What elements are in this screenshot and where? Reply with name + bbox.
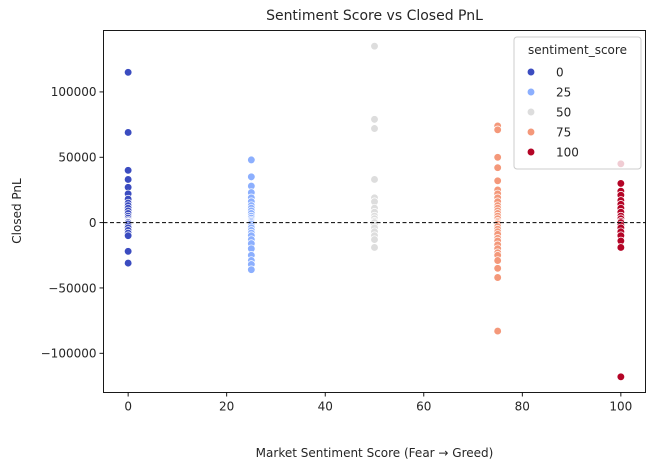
data-point-75-4 <box>493 176 502 185</box>
legend-title: sentiment_score <box>528 43 627 57</box>
data-point-75-28 <box>493 256 502 265</box>
legend-label-100: 100 <box>556 146 579 160</box>
data-point-0-3 <box>123 175 133 184</box>
legend-marker-100 <box>526 147 536 157</box>
data-point-50-17 <box>370 243 379 252</box>
legend-label-50: 50 <box>556 106 571 120</box>
x-tick-label-60: 60 <box>416 400 431 414</box>
legend-marker-25 <box>526 87 536 97</box>
x-axis-label: Market Sentiment Score (Fear → Greed) <box>256 446 494 460</box>
legend: sentiment_score 0 25 50 75 100 <box>513 36 642 170</box>
legend-label-75: 75 <box>556 126 571 140</box>
data-point-0-0 <box>123 68 133 77</box>
x-tick-label-100: 100 <box>609 400 632 414</box>
data-point-75-1 <box>493 125 502 134</box>
data-point-75-3 <box>493 163 502 172</box>
data-point-100-18 <box>616 372 626 381</box>
data-point-0-24 <box>123 247 133 256</box>
data-point-50-16 <box>370 235 379 244</box>
legend-label-25: 25 <box>556 86 571 100</box>
plot-frame <box>103 30 646 393</box>
legend-marker-0 <box>526 67 536 77</box>
plot-points <box>123 42 626 381</box>
data-point-25-27 <box>247 265 256 274</box>
data-point-0-25 <box>123 258 133 268</box>
data-point-0-1 <box>123 128 133 137</box>
legend-box <box>513 36 642 170</box>
data-point-75-30 <box>493 273 502 282</box>
y-tick-label-0: 0 <box>89 216 97 230</box>
data-point-100-1 <box>616 179 626 188</box>
y-axis-label: Closed PnL <box>10 178 24 244</box>
data-point-50-1 <box>370 115 379 124</box>
data-point-75-2 <box>493 153 502 162</box>
y-tick-label-50000: 50000 <box>58 151 96 165</box>
data-point-100-17 <box>616 243 626 252</box>
data-point-25-1 <box>247 172 256 182</box>
x-tick-label-0: 0 <box>124 400 132 414</box>
x-tick-label-20: 20 <box>219 400 234 414</box>
chart-title: Sentiment Score vs Closed PnL <box>266 8 483 24</box>
legend-marker-50 <box>526 107 536 117</box>
data-point-0-2 <box>123 166 133 175</box>
x-axis-ticks: 0 20 40 60 80 100 <box>124 392 632 414</box>
data-point-75-31 <box>493 326 502 336</box>
data-point-50-2 <box>370 124 379 133</box>
data-point-0-23 <box>123 231 133 240</box>
legend-entries: 0 25 50 75 100 <box>526 66 579 160</box>
data-point-25-0 <box>247 155 256 165</box>
x-tick-label-40: 40 <box>318 400 333 414</box>
data-point-50-3 <box>370 175 379 184</box>
y-tick-label-100000: 100000 <box>51 85 97 99</box>
legend-marker-75 <box>526 127 536 137</box>
data-point-75-29 <box>493 264 502 273</box>
data-point-50-0 <box>370 42 379 51</box>
y-tick-label--100000: −100000 <box>41 347 97 361</box>
y-axis-ticks: −100000 −50000 0 50000 100000 <box>41 85 104 361</box>
x-tick-label-80: 80 <box>515 400 530 414</box>
legend-label-0: 0 <box>556 66 564 80</box>
y-tick-label--50000: −50000 <box>48 281 96 295</box>
